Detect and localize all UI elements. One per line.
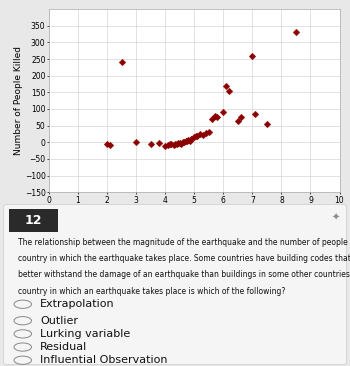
Point <box>200 132 206 138</box>
FancyBboxPatch shape <box>9 209 58 232</box>
Point <box>220 109 226 115</box>
Point <box>252 111 258 117</box>
Point <box>194 132 200 138</box>
Point <box>226 88 232 94</box>
Point <box>181 139 187 145</box>
Point <box>184 138 190 144</box>
Point <box>174 141 180 147</box>
Text: Influential Observation: Influential Observation <box>40 355 168 365</box>
Point <box>215 114 220 120</box>
Point <box>168 141 174 147</box>
Point <box>203 130 209 136</box>
Point <box>133 139 139 145</box>
Point <box>180 139 186 145</box>
Y-axis label: Number of People Killed: Number of People Killed <box>14 46 23 155</box>
Text: ✦: ✦ <box>332 213 340 223</box>
X-axis label: Magnitude of Earthquake: Magnitude of Earthquake <box>133 208 256 217</box>
Point <box>223 83 229 89</box>
Point <box>177 140 183 146</box>
Point <box>104 141 110 147</box>
Point <box>173 141 178 146</box>
Text: country in which the earthquake takes place. Some countries have building codes : country in which the earthquake takes pl… <box>18 254 350 263</box>
Point <box>212 113 217 119</box>
Point <box>162 143 168 149</box>
Point <box>189 136 194 142</box>
Point <box>197 131 203 137</box>
Point <box>191 134 197 140</box>
Text: country in which an earthquake takes place is which of the following?: country in which an earthquake takes pla… <box>18 287 285 296</box>
Point <box>119 59 125 65</box>
Point <box>165 142 171 148</box>
Point <box>293 30 299 36</box>
Text: Outlier: Outlier <box>40 316 78 326</box>
Point <box>264 121 270 127</box>
Text: Lurking variable: Lurking variable <box>40 329 131 339</box>
Point <box>175 140 181 146</box>
Point <box>238 114 244 120</box>
Point <box>156 140 162 146</box>
Point <box>178 141 184 147</box>
Point <box>167 141 172 147</box>
Text: The relationship between the magnitude of the earthquake and the number of peopl: The relationship between the magnitude o… <box>18 238 350 247</box>
Point <box>250 53 255 59</box>
Point <box>171 142 177 148</box>
Text: 12: 12 <box>25 214 42 227</box>
Point <box>235 118 241 124</box>
Point <box>187 138 193 143</box>
Point <box>186 137 191 142</box>
Point <box>183 138 188 143</box>
FancyBboxPatch shape <box>4 205 346 365</box>
Point <box>209 116 215 122</box>
Point <box>193 133 198 139</box>
Point <box>148 141 154 147</box>
Text: Extrapolation: Extrapolation <box>40 299 115 309</box>
Text: better withstand the damage of an earthquake than buildings in some other countr: better withstand the damage of an earthq… <box>18 270 350 280</box>
Text: Residual: Residual <box>40 342 88 352</box>
Point <box>107 142 113 148</box>
Point <box>206 129 211 135</box>
